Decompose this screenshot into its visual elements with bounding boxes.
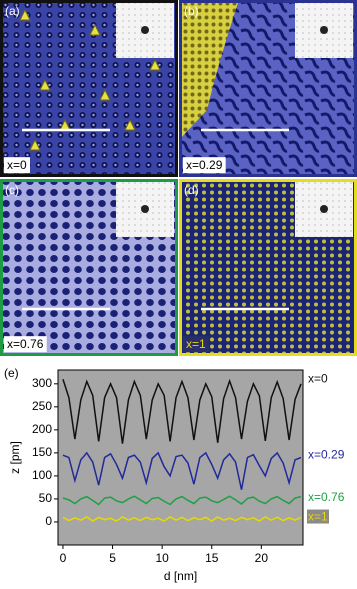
series-label: x=0.76 [308,490,345,504]
panel-label: (e) [4,366,19,380]
micrograph-panel: (a) x=0 [0,0,178,177]
y-tick-label: 0 [45,514,52,528]
y-tick-label: 200 [32,422,52,436]
plot-area [57,369,304,546]
y-tick-label: 300 [32,376,52,390]
composition-label: x=0.76 [7,337,44,351]
domain-triangle [29,138,41,151]
x-tick-label: 15 [205,551,219,565]
border [179,179,357,356]
y-tick-label: 250 [32,399,52,413]
y-axis-label: z [pm] [8,441,22,474]
domain [179,0,239,140]
series-line [62,378,302,444]
panels: (a) x=0 (b) x=0.29 (c) x=0.76 (d) x=1 [0,0,357,356]
micrograph-panel: (c) x=0.76 [0,179,178,356]
line-chart: (e) 0 50 100 150 200 250 300 0 5 10 15 20 d [nm] z [pm… [4,366,345,583]
series-label: x=0 [308,371,328,385]
label-box [183,336,210,353]
domain-triangle [99,88,111,101]
fft-center [320,26,328,34]
series-label: x=1 [308,510,328,524]
domain-triangle [124,118,136,131]
y-tick-label: 150 [32,445,52,459]
x-tick-label: 20 [255,551,269,565]
x-tick-label: 10 [155,551,169,565]
x-tick-label: 0 [60,551,67,565]
y-tick-label: 50 [39,491,53,505]
border [0,179,178,356]
domain-triangle [39,78,51,91]
panel-label: (d) [184,183,199,197]
composition-label: x=0.29 [186,158,223,172]
fft-center [320,205,328,213]
panel-label: (c) [5,183,19,197]
series-line [62,495,302,506]
fft-center [141,205,149,213]
micrograph-panel: (b) x=0.29 [179,0,357,177]
label-box [4,336,47,353]
x-axis-label: d [nm] [164,569,197,583]
panel-label: (b) [184,4,199,18]
domain-triangle [89,23,101,36]
label-box [4,157,31,174]
label-box [307,509,330,524]
composition-label: x=0 [7,158,27,172]
domain-triangle [19,8,31,21]
series-line [62,516,302,522]
y-tick-label: 100 [32,468,52,482]
series-label: x=0.29 [308,447,345,461]
border [0,0,178,177]
series-line [62,451,302,490]
x-tick-label: 5 [109,551,116,565]
fft-center [141,26,149,34]
label-box [183,157,226,174]
domain-triangle [149,58,161,71]
micrograph-panel: (d) x=1 [179,179,357,356]
panel-label: (a) [5,4,20,18]
composition-label: x=1 [186,337,206,351]
border [179,0,357,177]
